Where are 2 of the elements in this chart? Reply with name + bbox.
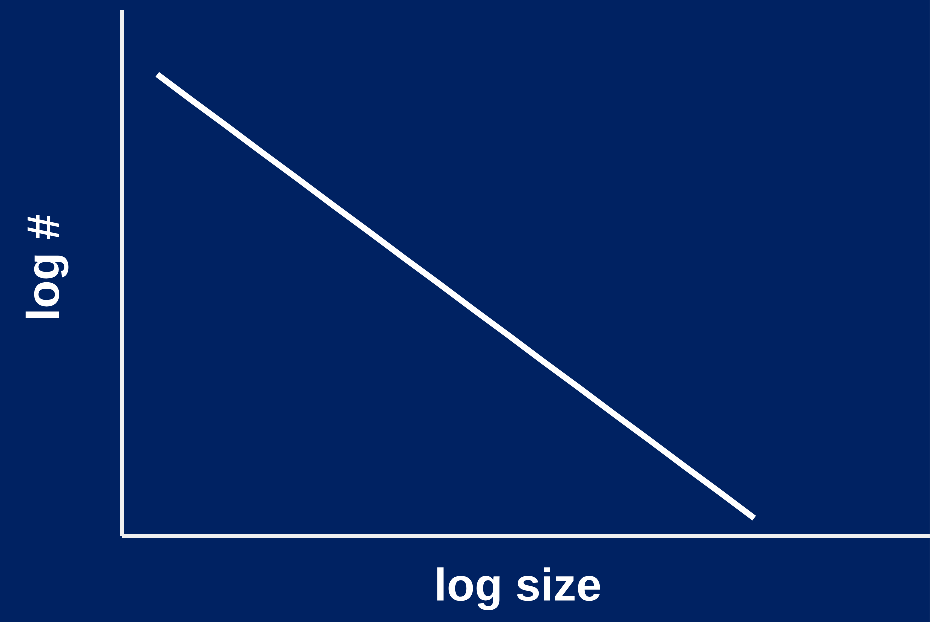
x-axis-title: log size — [438, 568, 600, 610]
y-axis-title: log # — [26, 215, 69, 318]
